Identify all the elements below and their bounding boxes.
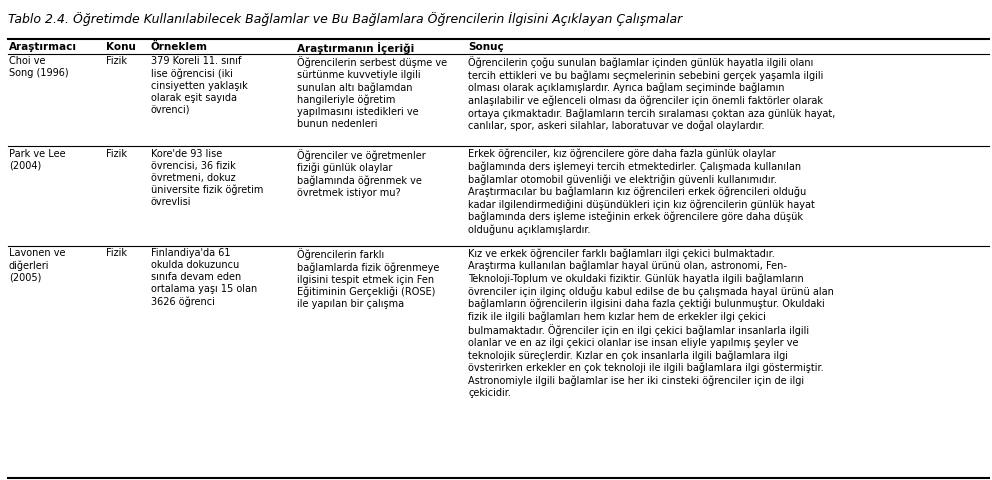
Text: Konu: Konu [106,42,136,52]
Text: Finlandiya'da 61
okulda dokuzuncu
sınıfa devam eden
ortalama yaşı 15 olan
3626 ö: Finlandiya'da 61 okulda dokuzuncu sınıfa… [151,248,257,307]
Text: Fizik: Fizik [106,248,127,258]
Text: Araştırmanın İçeriği: Araştırmanın İçeriği [297,42,414,54]
Text: Tablo 2.4. Öğretimde Kullanılabilecek Bağlamlar ve Bu Bağlamlara Öğrencilerin İl: Tablo 2.4. Öğretimde Kullanılabilecek Ba… [8,12,682,26]
Text: Örneklem: Örneklem [151,42,207,52]
Text: Öğrencilerin çoğu sunulan bağlamlar içinden günlük hayatla ilgili olanı
tercih e: Öğrencilerin çoğu sunulan bağlamlar için… [468,56,835,131]
Text: Kız ve erkek öğrenciler farklı bağlamları ilgi çekici bulmaktadır.
Araştırma kul: Kız ve erkek öğrenciler farklı bağlamlar… [468,248,834,398]
Text: Fizik: Fizik [106,56,127,66]
Text: Kore'de 93 lise
övrencisi, 36 fizik
övretmeni, dokuz
üniversite fizik öğretim
öv: Kore'de 93 lise övrencisi, 36 fizik övre… [151,149,263,207]
Text: Lavonen ve
diğerleri
(2005): Lavonen ve diğerleri (2005) [9,248,65,283]
Text: Park ve Lee
(2004): Park ve Lee (2004) [9,149,65,171]
Text: Sonuç: Sonuç [468,42,504,52]
Text: Öğrencilerin farklı
bağlamlarda fizik öğrenmeye
ilgisini tespit etmek için Fen
E: Öğrencilerin farklı bağlamlarda fizik öğ… [297,248,439,309]
Text: Choi ve
Song (1996): Choi ve Song (1996) [9,56,68,78]
Text: Araştırmacı: Araştırmacı [9,42,77,52]
Text: Fizik: Fizik [106,149,127,159]
Text: Öğrencilerin serbest düşme ve
sürtünme kuvvetiyle ilgili
sunulan altı bağlamdan
: Öğrencilerin serbest düşme ve sürtünme k… [297,56,446,129]
Text: Erkek öğrenciler, kız öğrencilere göre daha fazla günlük olaylar
bağlamında ders: Erkek öğrenciler, kız öğrencilere göre d… [468,149,815,235]
Text: Öğrenciler ve öğretmenler
fiziği günlük olaylar
bağlamında öğrenmek ve
övretmek : Öğrenciler ve öğretmenler fiziği günlük … [297,149,426,198]
Text: 379 Koreli 11. sınıf
lise öğrencisi (iki
cinsiyetten yaklaşık
olarak eşit sayıda: 379 Koreli 11. sınıf lise öğrencisi (iki… [151,56,248,115]
